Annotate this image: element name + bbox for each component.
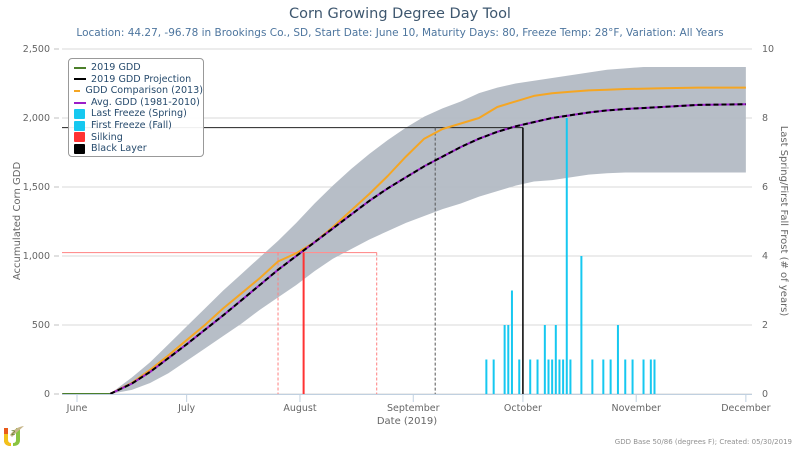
y-tick-label: 0	[44, 389, 50, 400]
svg-text:2: 2	[11, 429, 15, 437]
frost-bar	[609, 359, 612, 394]
frost-bar	[569, 359, 572, 394]
legend-swatch-icon	[74, 143, 85, 154]
legend-line-icon	[74, 101, 86, 104]
legend-item[interactable]: Silking	[74, 132, 203, 144]
y-axis-title: Accumulated Corn GDD	[12, 162, 23, 281]
frost-bar	[642, 359, 645, 394]
x-tick-label: November	[612, 403, 662, 414]
y-tick-label: 1,500	[23, 182, 50, 193]
frost-bar	[551, 359, 554, 394]
frost-bar	[580, 256, 583, 394]
legend-swatch-icon	[74, 120, 85, 131]
chart-title: Corn Growing Degree Day Tool	[289, 6, 511, 22]
frost-bar	[616, 325, 619, 394]
frost-bar	[565, 118, 568, 394]
frost-bar	[510, 290, 513, 394]
legend-item[interactable]: GDD Comparison (2013)	[74, 85, 203, 97]
y-tick-label: 2,500	[23, 44, 50, 55]
legend-label: Black Layer	[91, 143, 147, 155]
y2-axis-title: Last Spring/First Fall Frost (# of years…	[778, 126, 789, 317]
legend-label: GDD Comparison (2013)	[85, 85, 203, 97]
series-gdd-comparison-2013	[62, 86, 746, 395]
legend-label: First Freeze (Fall)	[91, 119, 172, 131]
x-tick-label: August	[283, 403, 317, 414]
legend-item[interactable]: 2019 GDD Projection	[74, 74, 203, 86]
legend-line-icon	[74, 78, 86, 81]
legend-label: 2019 GDD	[91, 62, 141, 73]
frost-bar	[547, 359, 550, 394]
chart-subtitle: Location: 44.27, -96.78 in Brookings Co.…	[76, 27, 724, 39]
frost-bar	[507, 325, 510, 394]
frost-bar	[529, 359, 532, 394]
frost-bar	[649, 359, 652, 394]
x-tick-label: July	[177, 403, 195, 414]
y-tick-label: 1,000	[23, 251, 50, 262]
x-tick-label: December	[721, 403, 770, 414]
legend-item[interactable]: First Freeze (Fall)	[74, 120, 203, 132]
gdd-range-area	[109, 66, 746, 394]
chart-credits: GDD Base 50/86 (degrees F); Created: 05/…	[614, 438, 792, 446]
legend-swatch-icon	[74, 132, 85, 143]
x-tick-label: September	[387, 403, 440, 414]
u2u-logo-icon: 2	[4, 426, 24, 446]
legend-item[interactable]: 2019 GDD	[74, 62, 203, 74]
frost-bar	[624, 359, 627, 394]
y2-tick-label: 0	[762, 389, 768, 400]
frost-bar	[562, 359, 565, 394]
frost-bar	[503, 325, 506, 394]
y2-tick-label: 10	[762, 44, 774, 55]
legend-item[interactable]: Last Freeze (Spring)	[74, 108, 203, 120]
frost-bar	[631, 359, 634, 394]
y2-tick-label: 8	[762, 113, 768, 124]
y2-tick-label: 4	[762, 251, 768, 262]
legend-item[interactable]: Black Layer	[74, 143, 203, 155]
frost-bar	[554, 325, 557, 394]
frost-bar	[492, 359, 495, 394]
y2-tick-label: 2	[762, 320, 768, 331]
series-lines	[62, 86, 746, 395]
x-axis-title: Date (2019)	[377, 416, 437, 427]
frost-bar	[543, 325, 546, 394]
x-tick-label: June	[66, 403, 88, 414]
axes: 0 500 1,000 1,500 2,000 2,500 0 2 4 6 8 10 June July A…	[23, 44, 774, 414]
frost-bar	[518, 359, 521, 394]
legend-label: Silking	[91, 131, 123, 143]
legend-line-icon	[74, 89, 81, 92]
legend-item[interactable]: Avg. GDD (1981-2010)	[74, 97, 203, 109]
chart-legend: 2019 GDD 2019 GDD Projection GDD Compariso…	[68, 58, 204, 157]
y-tick-label: 2,000	[23, 113, 50, 124]
y2-tick-label: 6	[762, 182, 768, 193]
frost-bars	[485, 118, 656, 394]
y-tick-label: 500	[32, 320, 50, 331]
legend-label: 2019 GDD Projection	[91, 73, 192, 85]
legend-line-icon	[74, 66, 86, 69]
frost-bar	[591, 359, 594, 394]
gdd-range-band	[109, 66, 746, 394]
frost-bar	[536, 359, 539, 394]
legend-label: Last Freeze (Spring)	[91, 108, 187, 120]
frost-bar	[485, 359, 488, 394]
frost-bar	[602, 359, 605, 394]
frost-bar	[653, 359, 656, 394]
series-2019-gdd-projection	[62, 103, 746, 395]
frost-bar	[558, 359, 561, 394]
x-tick-label: October	[504, 403, 542, 414]
legend-label: Avg. GDD (1981-2010)	[91, 96, 200, 108]
legend-swatch-icon	[74, 109, 85, 120]
